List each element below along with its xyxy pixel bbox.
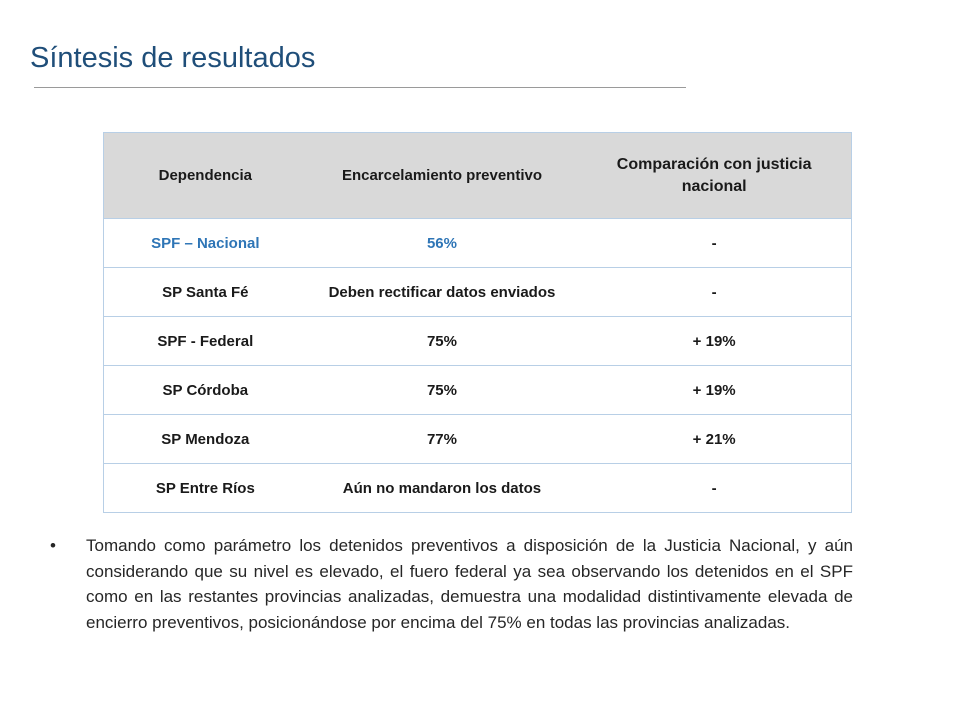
- cell-encarcelamiento: Deben rectificar datos enviados: [328, 283, 556, 301]
- cell-comparacion: -: [711, 479, 717, 497]
- cell-encarcelamiento: 56%: [426, 234, 457, 252]
- table-row: SP Córdoba 75% + 19%: [103, 365, 852, 415]
- cell-dependencia: SP Santa Fé: [162, 283, 249, 301]
- cell-dependencia: SPF – Nacional: [151, 234, 260, 252]
- cell-comparacion: -: [711, 234, 717, 252]
- cell-dependencia: SPF - Federal: [157, 332, 254, 350]
- header-dependencia: Dependencia: [158, 167, 252, 184]
- cell-encarcelamiento: Aún no mandaron los datos: [342, 479, 542, 497]
- cell-encarcelamiento: 75%: [426, 332, 457, 350]
- cell-comparacion: + 19%: [692, 332, 736, 350]
- table-row: SPF - Federal 75% + 19%: [103, 316, 852, 366]
- cell-encarcelamiento: 75%: [426, 381, 457, 399]
- cell-comparacion: -: [711, 283, 717, 301]
- table-row: SP Entre Ríos Aún no mandaron los datos …: [103, 463, 852, 513]
- cell-dependencia: SP Entre Ríos: [155, 479, 255, 497]
- page-title: Síntesis de resultados: [30, 42, 316, 74]
- results-table: Dependencia Encarcelamiento preventivo C…: [103, 132, 852, 513]
- cell-comparacion: + 19%: [692, 381, 736, 399]
- bullet-list: • Tomando como parámetro los detenidos p…: [50, 533, 853, 635]
- results-table-container: Dependencia Encarcelamiento preventivo C…: [103, 132, 852, 513]
- table-row: SP Mendoza 77% + 21%: [103, 414, 852, 464]
- header-comparacion: Comparación con justicia nacional: [616, 155, 812, 195]
- bullet-marker: •: [50, 536, 56, 555]
- table-row: SP Santa Fé Deben rectificar datos envia…: [103, 267, 852, 317]
- title-divider: [34, 87, 686, 88]
- bullet-item: • Tomando como parámetro los detenidos p…: [50, 533, 853, 635]
- cell-encarcelamiento: 77%: [426, 430, 457, 448]
- cell-dependencia: SP Córdoba: [162, 381, 249, 399]
- cell-dependencia: SP Mendoza: [161, 430, 250, 448]
- table-header-row: Dependencia Encarcelamiento preventivo C…: [103, 132, 852, 219]
- cell-comparacion: + 21%: [692, 430, 736, 448]
- header-encarcelamiento: Encarcelamiento preventivo: [341, 167, 543, 184]
- table-row: SPF – Nacional 56% -: [103, 218, 852, 268]
- bullet-text: Tomando como parámetro los detenidos pre…: [86, 536, 853, 632]
